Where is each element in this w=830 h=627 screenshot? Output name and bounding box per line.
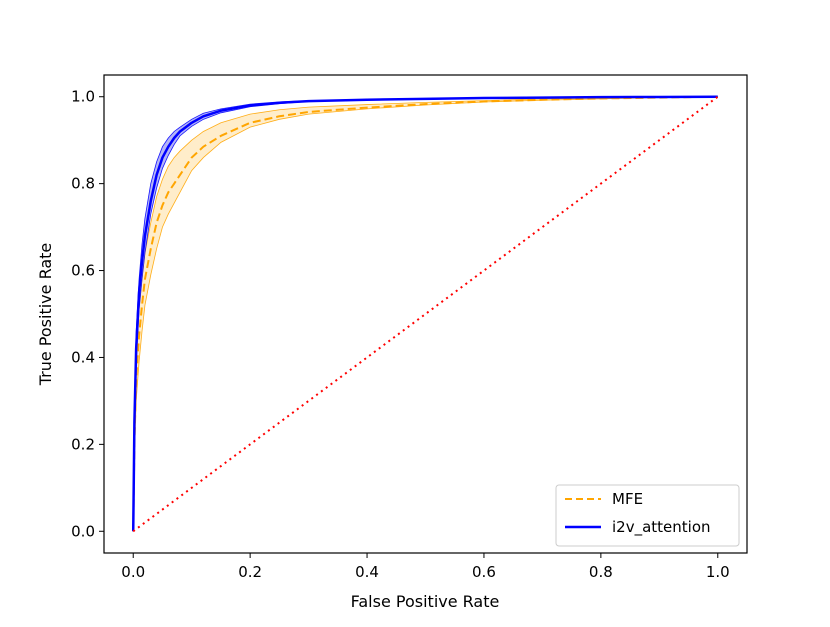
legend-label-mfe: MFE	[612, 490, 643, 508]
x-tick-label: 0.4	[355, 563, 379, 581]
x-tick-label: 0.8	[589, 563, 613, 581]
y-tick-label: 0.2	[71, 435, 95, 453]
legend-box	[555, 484, 740, 547]
y-tick-label: 1.0	[71, 88, 95, 106]
legend-label-i2v-attention: i2v_attention	[612, 518, 711, 537]
plot-frame	[103, 74, 748, 554]
line-diagonal-reference	[132, 95, 719, 533]
series-lines	[131, 95, 719, 533]
line-mfe	[132, 95, 718, 532]
x-axis-ticks: 0.0 0.2 0.4 0.6 0.8 1.0	[121, 553, 730, 581]
line-i2v-attention	[131, 95, 718, 532]
y-axis-ticks: 0.0 0.2 0.4 0.6 0.8 1.0	[71, 88, 104, 540]
x-tick-label: 1.0	[706, 563, 730, 581]
legend: MFE i2v_attention	[555, 484, 740, 547]
y-tick-label: 0.8	[71, 175, 95, 193]
x-tick-label: 0.2	[238, 563, 262, 581]
y-tick-label: 0.4	[71, 348, 95, 366]
x-tick-label: 0.6	[472, 563, 496, 581]
x-tick-label: 0.0	[121, 563, 145, 581]
y-tick-label: 0.6	[71, 262, 95, 280]
x-axis-label: False Positive Rate	[351, 592, 500, 611]
y-tick-label: 0.0	[71, 522, 95, 540]
y-axis-label: True Positive Rate	[36, 243, 55, 387]
